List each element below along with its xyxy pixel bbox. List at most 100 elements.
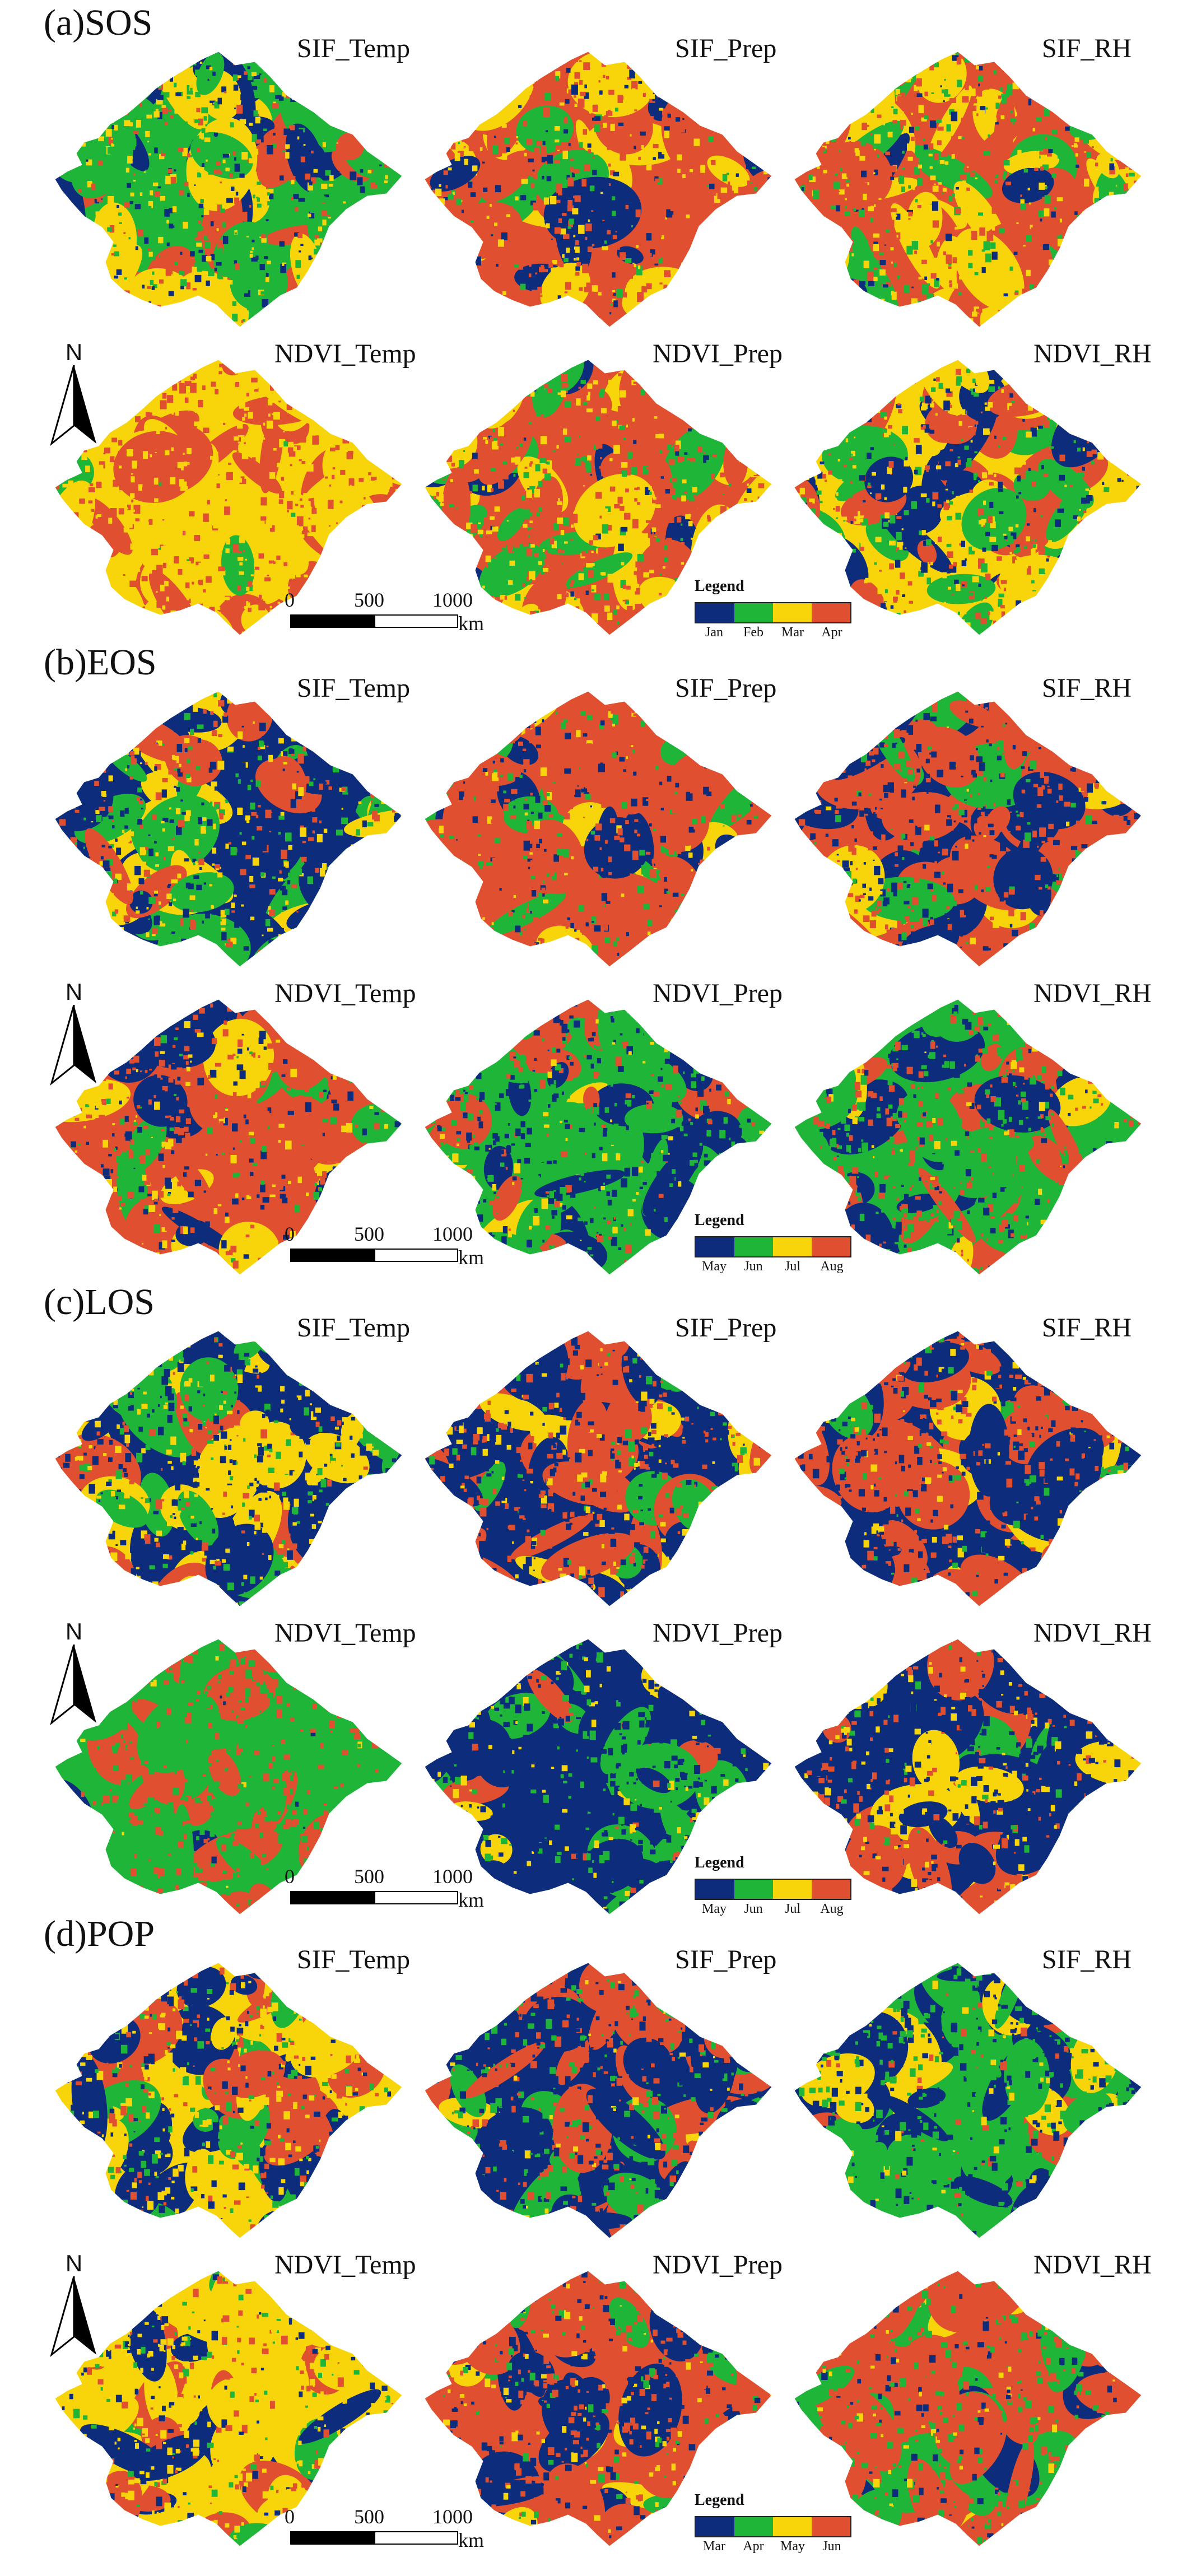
- map-raster: [55, 1963, 402, 2238]
- region-outline: [794, 691, 1142, 967]
- map-sif-temp: [54, 1962, 403, 2239]
- panel-sos: (a)SOS SIF_Temp SIF_Prep SIF_RH N NDVI_T…: [0, 4, 1192, 643]
- panel-label: (a)SOS: [44, 4, 152, 41]
- legend-title: Legend: [695, 579, 744, 594]
- map-raster: [425, 1963, 772, 2238]
- map-title-ndvi-prep: NDVI_Prep: [653, 1620, 783, 1647]
- region-outline: [794, 999, 1142, 1275]
- north-arrow-icon: [50, 1005, 96, 1086]
- legend-swatch: [696, 2517, 734, 2536]
- map-title-ndvi-prep: NDVI_Prep: [653, 2252, 783, 2279]
- scale-bar-white: [374, 2531, 458, 2545]
- legend-title: Legend: [695, 1213, 744, 1228]
- region-outline: [54, 51, 403, 328]
- scale-bar: 0 500 1000 km: [285, 2507, 509, 2563]
- map-title-sif-temp: SIF_Temp: [297, 675, 410, 702]
- map-sif-temp: [54, 1330, 403, 1607]
- region-outline: [794, 1330, 1142, 1607]
- legend-title: Legend: [695, 1855, 744, 1871]
- region-outline: [424, 1638, 772, 1915]
- scale-tick: 1000: [432, 1224, 473, 1244]
- map-ndvi-temp: [54, 359, 403, 636]
- region-outline: [424, 1962, 772, 2239]
- region-outline: [424, 999, 772, 1275]
- scale-bar-black: [290, 1891, 374, 1904]
- north-arrow: N: [46, 1620, 102, 1726]
- map-title-sif-rh: SIF_RH: [1042, 1946, 1132, 1973]
- scale-tick: 0: [285, 590, 295, 610]
- map-sif-rh: [794, 1962, 1142, 2239]
- scale-tick: 500: [354, 2507, 384, 2527]
- panel-los: (c)LOS SIF_Temp SIF_Prep SIF_RH N NDVI_T…: [0, 1284, 1192, 1922]
- panel-label: (c)LOS: [44, 1284, 155, 1321]
- legend-swatch: [734, 1237, 773, 1256]
- scale-bar-black: [290, 1249, 374, 1262]
- legend-label: Mar: [773, 626, 812, 639]
- map-sif-temp: [54, 51, 403, 328]
- legend-swatch: [696, 1237, 734, 1256]
- map-title-sif-temp: SIF_Temp: [297, 35, 410, 62]
- legend-label: Aug: [812, 1902, 851, 1916]
- scale-tick: 1000: [432, 590, 473, 610]
- map-raster: [794, 691, 1142, 967]
- north-arrow: N: [46, 2252, 102, 2358]
- legend-swatch: [773, 2517, 812, 2536]
- scale-bar-white: [374, 1249, 458, 1262]
- legend-labels: Mar Apr May Jun: [695, 2540, 851, 2553]
- scale-tick: 1000: [432, 2507, 473, 2527]
- legend-swatch: [734, 603, 773, 622]
- map-title-ndvi-rh: NDVI_RH: [1033, 341, 1152, 367]
- legend-label: May: [773, 2540, 812, 2553]
- legend-label: Jan: [695, 626, 734, 639]
- map-raster: [794, 52, 1142, 327]
- panel-eos: (b)EOS SIF_Temp SIF_Prep SIF_RH N NDVI_T…: [0, 644, 1192, 1283]
- north-arrow-icon: [50, 1645, 96, 1726]
- legend-swatches: [695, 1879, 851, 1900]
- scale-tick: 500: [354, 590, 384, 610]
- scale-unit: km: [458, 613, 484, 633]
- legend-labels: May Jun Jul Aug: [695, 1902, 851, 1916]
- legend-label: May: [695, 1260, 734, 1273]
- map-title-sif-prep: SIF_Prep: [675, 675, 776, 702]
- map-ndvi-temp: [54, 999, 403, 1275]
- region-outline: [794, 1638, 1142, 1915]
- region-outline: [424, 51, 772, 328]
- region-outline: [54, 999, 403, 1275]
- map-raster: [55, 691, 402, 967]
- region-outline: [794, 2270, 1142, 2547]
- panel-label: (b)EOS: [44, 644, 157, 681]
- region-outline: [424, 2270, 772, 2547]
- region-outline: [54, 359, 403, 636]
- map-sif-prep: [424, 51, 772, 328]
- legend-label: Jun: [734, 1260, 773, 1273]
- legend-label: Apr: [812, 626, 851, 639]
- map-title-ndvi-rh: NDVI_RH: [1033, 1620, 1152, 1647]
- legend-label: Jun: [734, 1902, 773, 1916]
- region-outline: [54, 1962, 403, 2239]
- map-title-ndvi-prep: NDVI_Prep: [653, 341, 783, 367]
- region-outline: [794, 51, 1142, 328]
- region-outline: [54, 1330, 403, 1607]
- legend-swatch: [812, 603, 850, 622]
- scale-unit: km: [458, 1247, 484, 1268]
- map-sif-rh: [794, 51, 1142, 328]
- legend-title: Legend: [695, 2493, 744, 2508]
- region-outline: [424, 1330, 772, 1607]
- legend: Legend Mar Apr May Jun: [695, 2493, 857, 2554]
- legend-label: Jul: [773, 1260, 812, 1273]
- scale-unit: km: [458, 2530, 484, 2550]
- map-ndvi-rh: [794, 2270, 1142, 2547]
- map-title-sif-temp: SIF_Temp: [297, 1315, 410, 1341]
- map-title-ndvi-temp: NDVI_Temp: [274, 341, 416, 367]
- map-raster: [425, 52, 772, 327]
- scale-tick: 1000: [432, 1866, 473, 1886]
- legend: Legend Jan Feb Mar Apr: [695, 579, 857, 640]
- region-outline: [54, 1638, 403, 1915]
- legend-label: Jun: [812, 2540, 851, 2553]
- north-arrow: N: [46, 980, 102, 1087]
- legend-label: Apr: [734, 2540, 773, 2553]
- map-title-sif-temp: SIF_Temp: [297, 1946, 410, 1973]
- region-outline: [424, 691, 772, 967]
- map-raster: [794, 1331, 1142, 1606]
- map-sif-rh: [794, 691, 1142, 967]
